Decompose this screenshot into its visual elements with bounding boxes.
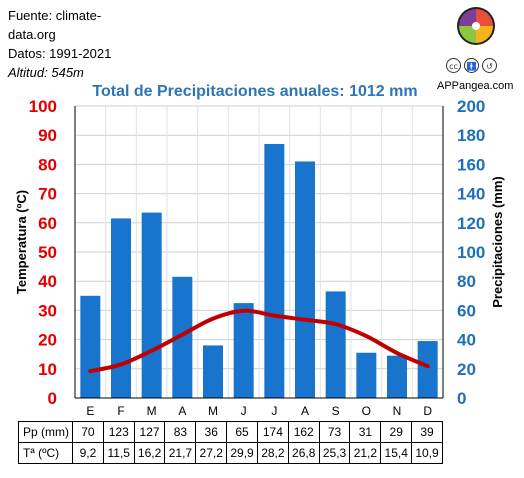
table-row-temperature: Tª (ºC) 9,2 11,5 16,2 21,7 27,2 29,9 28,… bbox=[18, 442, 443, 464]
row-label: Pp (mm) bbox=[18, 421, 73, 443]
table-cell: 36 bbox=[195, 421, 228, 443]
month-label: A bbox=[301, 404, 309, 418]
source-label: Fuente: climate- bbox=[8, 8, 102, 23]
table-cell: 174 bbox=[256, 421, 289, 443]
precipitation-bar bbox=[387, 355, 407, 398]
month-label: M bbox=[147, 404, 157, 418]
precipitation-bar bbox=[264, 143, 285, 398]
sa-icon: ↺ bbox=[482, 58, 497, 73]
table-cell: 25,3 bbox=[318, 442, 351, 464]
month-label: E bbox=[86, 404, 94, 418]
precipitation-bar bbox=[111, 218, 131, 398]
table-cell: 16,2 bbox=[133, 442, 166, 464]
precipitation-bar bbox=[417, 341, 438, 398]
row-label: Tª (ºC) bbox=[18, 442, 73, 464]
right-tick-label: 40 bbox=[457, 331, 476, 350]
precipitation-bar bbox=[203, 345, 223, 398]
month-label: F bbox=[117, 404, 124, 418]
right-tick-label: 60 bbox=[457, 301, 476, 320]
table-cell: 31 bbox=[349, 421, 382, 443]
month-label: A bbox=[178, 404, 186, 418]
left-tick-label: 0 bbox=[48, 389, 57, 408]
brand-name: APPangea.com bbox=[437, 80, 514, 92]
table-cell: 26,8 bbox=[287, 442, 320, 464]
precipitation-bar bbox=[356, 352, 377, 398]
left-tick-label: 90 bbox=[38, 126, 57, 145]
right-tick-label: 180 bbox=[457, 126, 485, 145]
right-tick-label: 160 bbox=[457, 155, 485, 174]
appangea-logo-icon bbox=[457, 7, 495, 45]
table-cell: 29,9 bbox=[226, 442, 258, 464]
chart-title: Total de Precipitaciones anuales: 1012 m… bbox=[92, 83, 417, 100]
table-cell: 28,2 bbox=[256, 442, 289, 464]
table-cell: 162 bbox=[287, 421, 320, 443]
table-cell: 10,9 bbox=[411, 442, 443, 464]
climate-table: Pp (mm) 70 123 127 83 36 65 174 162 73 3… bbox=[18, 421, 443, 464]
left-tick-label: 50 bbox=[38, 243, 57, 262]
precipitation-bar bbox=[80, 295, 101, 398]
right-tick-label: 200 bbox=[457, 97, 485, 116]
left-tick-label: 70 bbox=[38, 185, 57, 204]
precipitation-bar bbox=[233, 303, 254, 398]
table-cell: 15,4 bbox=[380, 442, 413, 464]
table-cell: 65 bbox=[226, 421, 258, 443]
month-label: N bbox=[393, 404, 402, 418]
left-tick-label: 80 bbox=[38, 155, 57, 174]
precipitation-bar bbox=[295, 161, 315, 398]
precipitation-bar bbox=[325, 291, 346, 398]
table-cell: 39 bbox=[411, 421, 443, 443]
precipitation-bar bbox=[172, 276, 193, 398]
right-axis-label: Precipitaciones (mm) bbox=[490, 176, 505, 308]
month-label: O bbox=[362, 404, 371, 418]
table-cell: 83 bbox=[164, 421, 197, 443]
table-cell: 70 bbox=[72, 421, 104, 443]
temperature-line-group bbox=[88, 308, 430, 374]
right-tick-label: 80 bbox=[457, 272, 476, 291]
left-tick-label: 40 bbox=[38, 272, 57, 291]
by-icon: 🚹 bbox=[464, 58, 479, 73]
cc-icon: cc bbox=[446, 58, 461, 73]
table-cell: 29 bbox=[380, 421, 413, 443]
left-tick-label: 20 bbox=[38, 331, 57, 350]
month-label: J bbox=[271, 404, 277, 418]
right-tick-label: 20 bbox=[457, 360, 476, 379]
month-label: M bbox=[208, 404, 218, 418]
table-cell: 21,7 bbox=[164, 442, 197, 464]
climate-chart: Total de Precipitaciones anuales: 1012 m… bbox=[14, 83, 505, 418]
right-tick-label: 100 bbox=[457, 243, 485, 262]
month-label: J bbox=[241, 404, 247, 418]
month-label: D bbox=[423, 404, 432, 418]
right-tick-label: 120 bbox=[457, 214, 485, 233]
left-tick-label: 60 bbox=[38, 214, 57, 233]
table-cell: 9,2 bbox=[72, 442, 104, 464]
altitude-label: Altitud: 545m bbox=[8, 65, 84, 80]
precipitation-bar bbox=[141, 212, 162, 398]
table-cell: 27,2 bbox=[195, 442, 228, 464]
right-tick-label: 140 bbox=[457, 185, 485, 204]
month-label: S bbox=[332, 404, 340, 418]
axes: 0 10 20 30 40 50 60 70 80 90 100 0 20 40 60 80 100 120 140… bbox=[29, 97, 486, 418]
left-tick-label: 100 bbox=[29, 97, 57, 116]
temperature-line bbox=[88, 308, 430, 374]
table-cell: 127 bbox=[133, 421, 166, 443]
creative-commons-icons: cc 🚹 ↺ bbox=[446, 58, 497, 73]
table-cell: 11,5 bbox=[102, 442, 135, 464]
table-cell: 123 bbox=[102, 421, 135, 443]
left-axis-label: Temperatura (ºC) bbox=[14, 190, 29, 294]
table-cell: 21,2 bbox=[349, 442, 382, 464]
dates-label: Datos: 1991-2021 bbox=[8, 46, 112, 61]
table-cell: 73 bbox=[318, 421, 351, 443]
source-url: data.org bbox=[8, 27, 56, 42]
left-tick-label: 30 bbox=[38, 301, 57, 320]
left-tick-label: 10 bbox=[38, 360, 57, 379]
right-tick-label: 0 bbox=[457, 389, 466, 408]
table-row-precipitation: Pp (mm) 70 123 127 83 36 65 174 162 73 3… bbox=[18, 421, 443, 443]
